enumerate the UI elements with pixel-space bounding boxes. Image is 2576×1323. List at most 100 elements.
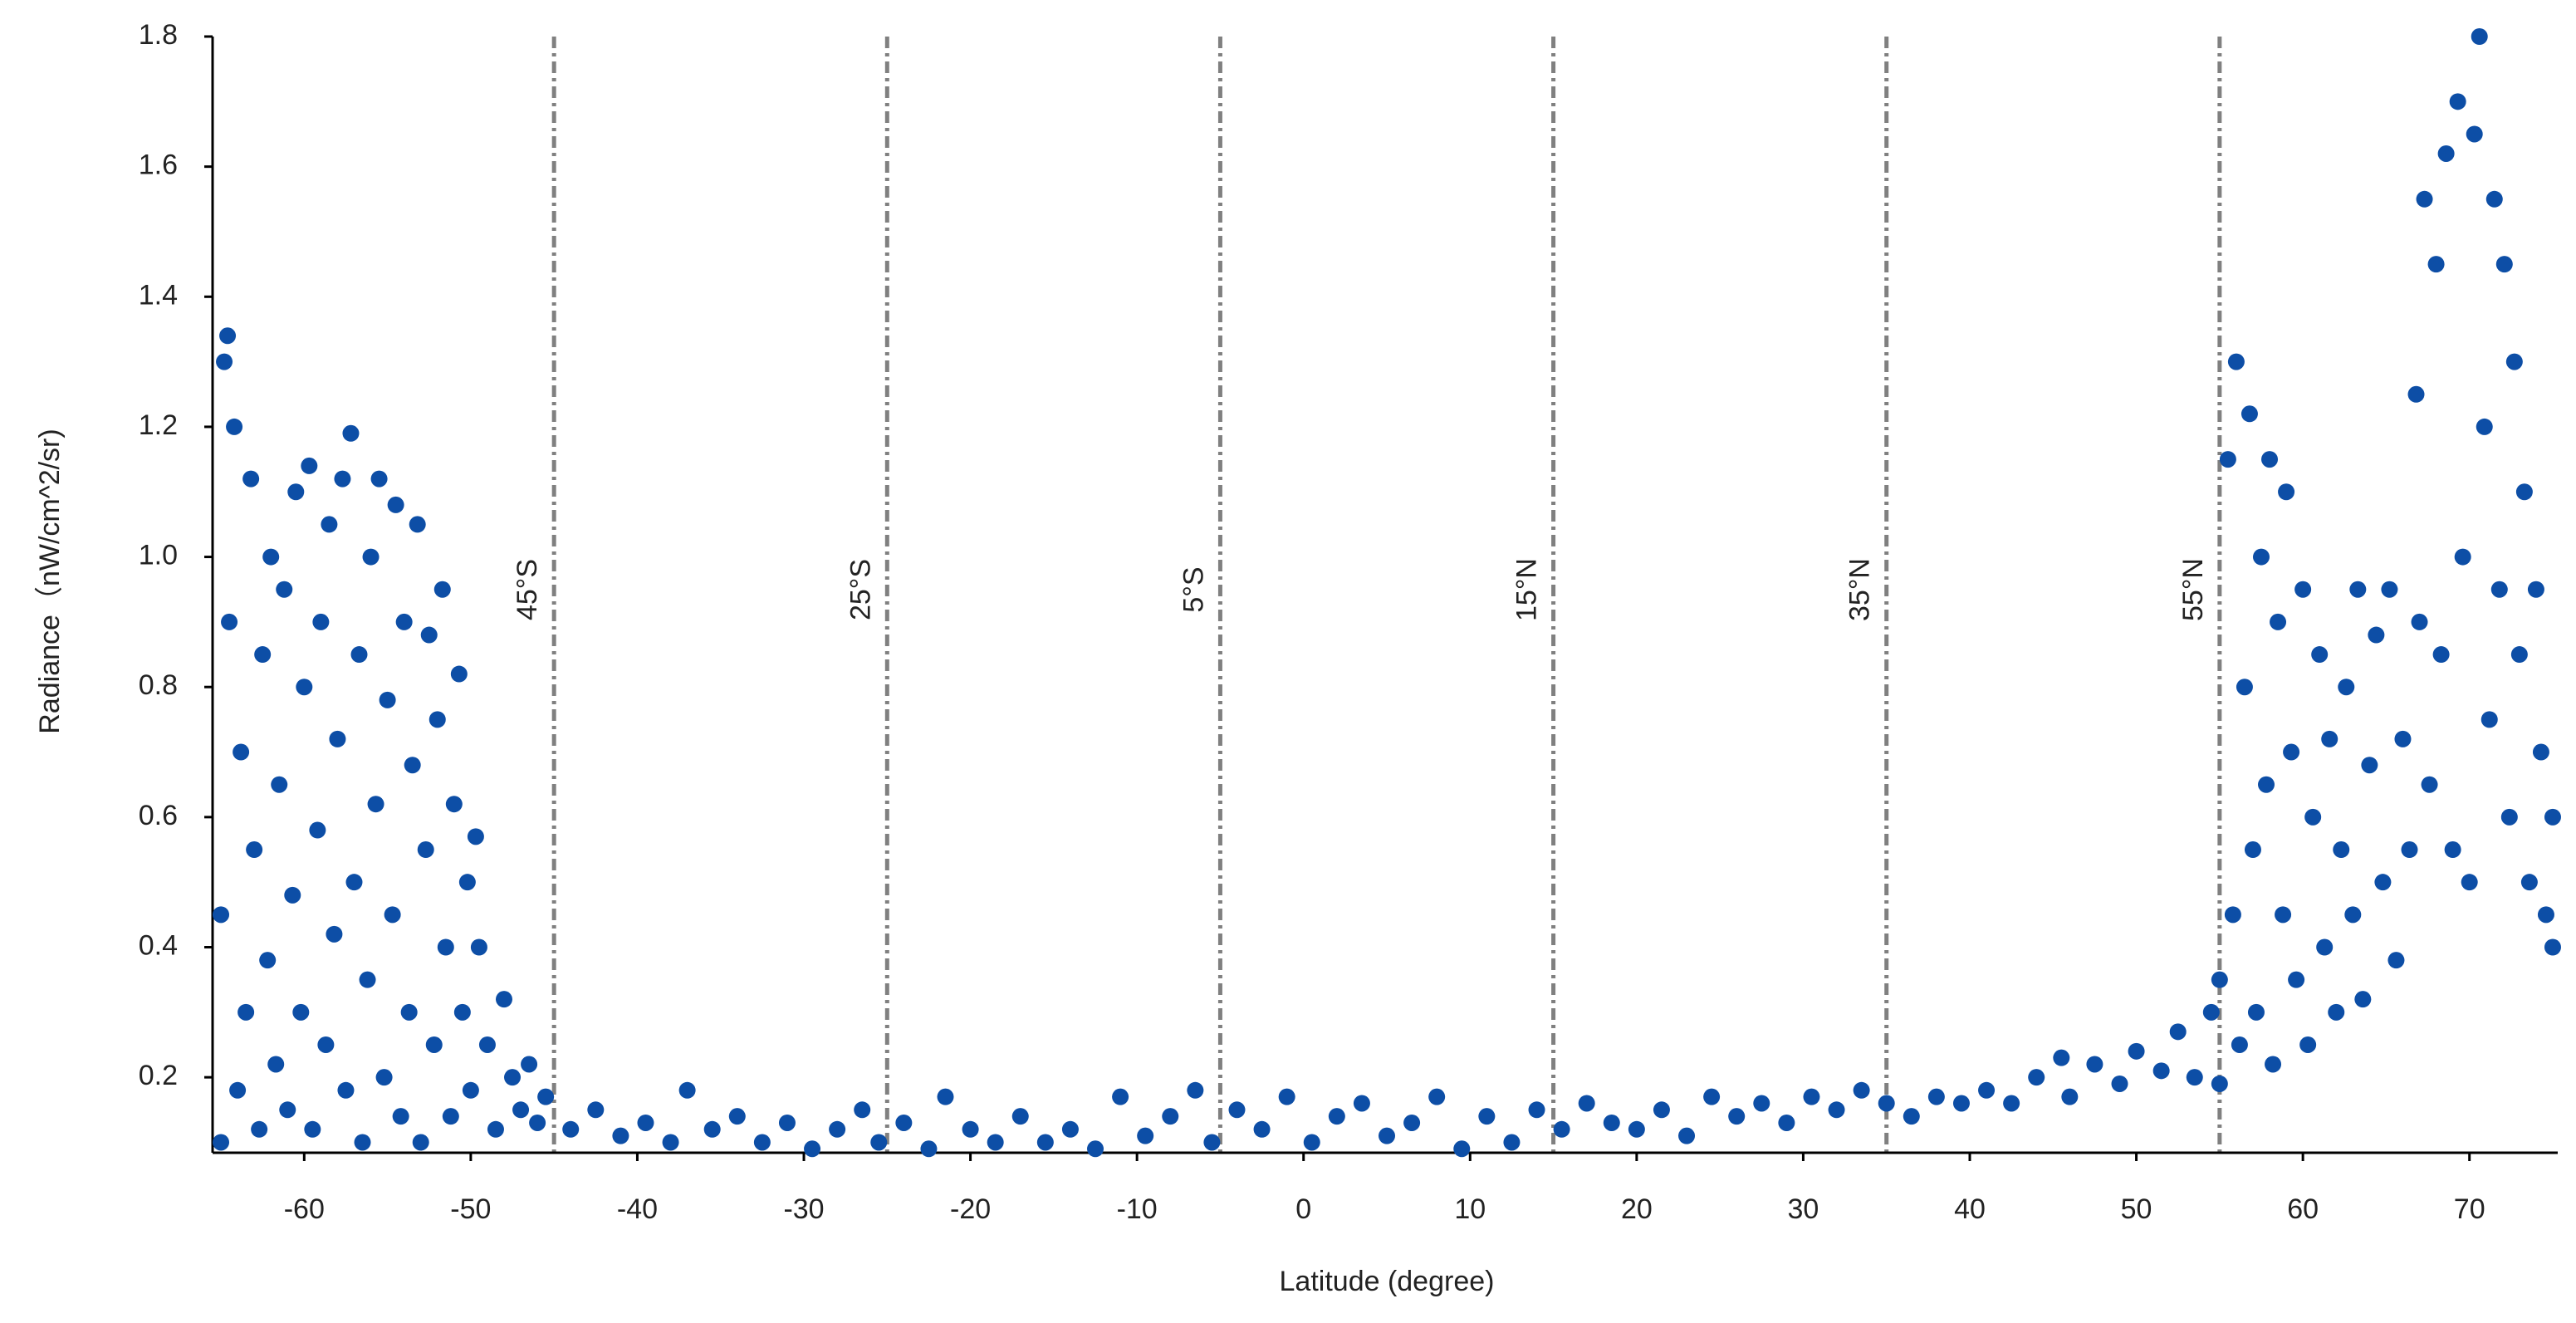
point bbox=[2202, 1003, 2220, 1021]
point bbox=[2299, 1036, 2317, 1053]
reference-label: 15°N bbox=[1511, 558, 1543, 621]
point bbox=[2053, 1049, 2070, 1066]
point bbox=[1036, 1134, 1054, 1151]
point bbox=[1379, 1127, 1396, 1144]
point bbox=[2304, 808, 2322, 826]
point bbox=[2231, 1036, 2248, 1053]
point bbox=[1162, 1108, 1179, 1125]
point bbox=[242, 470, 260, 488]
x-tick-label: -40 bbox=[617, 1193, 658, 1225]
point bbox=[2316, 938, 2334, 956]
x-tick-label: -60 bbox=[284, 1193, 325, 1225]
point bbox=[2311, 646, 2329, 664]
point bbox=[337, 1081, 355, 1099]
point bbox=[279, 1101, 296, 1119]
point bbox=[1278, 1088, 1295, 1105]
point bbox=[2374, 874, 2392, 891]
point bbox=[2466, 125, 2483, 143]
point bbox=[284, 886, 301, 904]
point bbox=[1653, 1101, 1670, 1119]
point bbox=[2394, 730, 2412, 747]
point bbox=[229, 1081, 247, 1099]
y-axis-label: Radiance（nW/cm^2/sr) bbox=[34, 429, 66, 733]
point bbox=[1253, 1120, 1271, 1138]
point bbox=[259, 952, 277, 969]
point bbox=[246, 841, 263, 859]
point bbox=[1528, 1101, 1545, 1119]
point bbox=[1703, 1088, 1721, 1105]
point bbox=[2061, 1088, 2079, 1105]
point bbox=[2381, 581, 2398, 598]
y-tick-label: 0.4 bbox=[139, 929, 178, 961]
point bbox=[1353, 1095, 1370, 1112]
point bbox=[2454, 548, 2471, 566]
point bbox=[2294, 581, 2312, 598]
point bbox=[362, 548, 380, 566]
reference-label: 5°S bbox=[1178, 566, 1209, 612]
point bbox=[326, 925, 343, 943]
point bbox=[2283, 743, 2300, 761]
point bbox=[2258, 776, 2275, 793]
point bbox=[478, 1036, 496, 1053]
point bbox=[417, 841, 434, 859]
point bbox=[1011, 1108, 1029, 1125]
point bbox=[1328, 1108, 1345, 1125]
point bbox=[2471, 28, 2488, 45]
point bbox=[703, 1120, 721, 1138]
point bbox=[2186, 1069, 2203, 1086]
x-axis-label: Latitude (degree) bbox=[1280, 1266, 1495, 1297]
point bbox=[2401, 841, 2418, 859]
point bbox=[462, 1081, 479, 1099]
point bbox=[2532, 743, 2549, 761]
point bbox=[2344, 906, 2362, 924]
point bbox=[2505, 353, 2523, 370]
point bbox=[1678, 1127, 1696, 1144]
point bbox=[637, 1114, 654, 1131]
point bbox=[1087, 1140, 1104, 1158]
point bbox=[2544, 938, 2561, 956]
y-tick-label: 0.8 bbox=[139, 669, 178, 701]
point bbox=[2416, 190, 2433, 208]
point bbox=[2003, 1095, 2020, 1112]
y-tick-label: 1.2 bbox=[139, 409, 178, 441]
point bbox=[937, 1088, 954, 1105]
point bbox=[895, 1114, 913, 1131]
point bbox=[2481, 711, 2498, 728]
point bbox=[2444, 841, 2461, 859]
point bbox=[395, 613, 413, 630]
point bbox=[420, 626, 438, 644]
y-tick-label: 1.0 bbox=[139, 540, 178, 571]
point bbox=[312, 613, 330, 630]
point bbox=[920, 1140, 938, 1158]
x-tick-label: 50 bbox=[2121, 1193, 2152, 1225]
point bbox=[1628, 1120, 1645, 1138]
point bbox=[587, 1101, 605, 1119]
point bbox=[251, 1120, 268, 1138]
point bbox=[495, 991, 512, 1008]
point bbox=[2421, 776, 2438, 793]
y-tick-label: 1.8 bbox=[139, 19, 178, 51]
point bbox=[276, 581, 293, 598]
point bbox=[384, 906, 401, 924]
point bbox=[2236, 679, 2253, 696]
point bbox=[2211, 971, 2228, 988]
point bbox=[2449, 93, 2466, 110]
y-tick-label: 0.2 bbox=[139, 1060, 178, 1091]
point bbox=[2368, 626, 2385, 644]
point bbox=[1137, 1127, 1154, 1144]
point bbox=[470, 938, 487, 956]
point bbox=[425, 1036, 443, 1053]
point bbox=[829, 1120, 846, 1138]
point bbox=[2288, 971, 2305, 988]
reference-label: 35°N bbox=[1844, 558, 1876, 621]
point bbox=[1112, 1088, 1129, 1105]
point bbox=[2520, 874, 2538, 891]
point bbox=[987, 1134, 1004, 1151]
point bbox=[437, 938, 454, 956]
point bbox=[2354, 991, 2372, 1008]
point bbox=[2476, 418, 2493, 435]
point bbox=[342, 424, 360, 442]
point bbox=[2387, 952, 2405, 969]
x-tick-label: 0 bbox=[1295, 1193, 1311, 1225]
point bbox=[1728, 1108, 1746, 1125]
